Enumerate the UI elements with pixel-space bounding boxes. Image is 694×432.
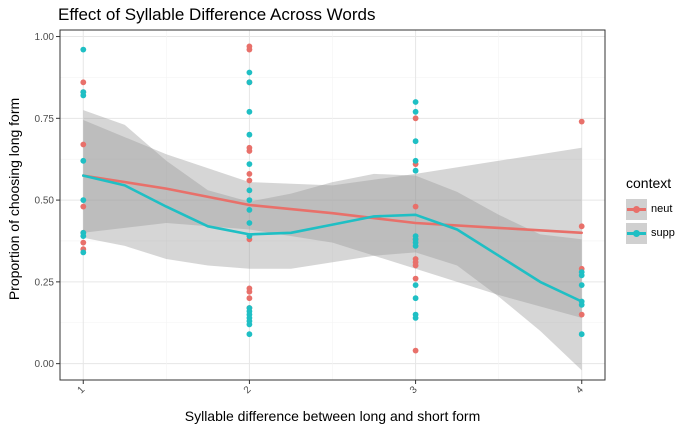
legend-label-supp: supp: [651, 227, 675, 239]
point-supp: [246, 131, 253, 138]
y-axis-label: Proportion of choosing long form: [6, 97, 22, 301]
confidence-band-supp: [83, 110, 582, 371]
legend-label-neut: neut: [651, 203, 673, 215]
confidence-bands: [83, 110, 582, 371]
smooth-line-neut: [82, 174, 583, 235]
y-tick-label: 0.25: [35, 277, 55, 288]
point-neut: [246, 177, 253, 184]
point-supp: [246, 331, 253, 338]
point-neut: [578, 311, 585, 318]
point-supp: [246, 321, 253, 328]
x-axis-label: Syllable difference between long and sho…: [184, 408, 481, 424]
point-supp: [578, 282, 585, 288]
point-neut: [578, 223, 585, 230]
y-tick-label: 0.00: [35, 359, 55, 370]
point-neut: [412, 203, 419, 210]
plot-border: [59, 29, 606, 381]
legend-key-supp: [626, 222, 647, 244]
y-tick-label: 1.00: [35, 32, 55, 43]
point-neut: [578, 118, 585, 125]
point-neut: [246, 46, 253, 53]
point-neut: [246, 288, 253, 295]
point-supp: [246, 187, 253, 194]
point-supp: [578, 272, 585, 279]
point-supp: [578, 301, 585, 308]
x-axis: 1 2 3 4: [76, 380, 586, 396]
point-supp: [246, 79, 253, 86]
point-supp: [246, 108, 253, 115]
point-supp: [412, 138, 419, 145]
x-tick-label: 3: [408, 384, 420, 396]
point-neut: [412, 275, 419, 282]
point-supp: [412, 167, 419, 174]
point-neut: [246, 171, 253, 177]
point-neut: [246, 295, 253, 302]
x-tick-label: 2: [242, 384, 254, 396]
point-supp: [412, 295, 419, 302]
smooth-lines: [82, 174, 583, 303]
point-neut: [80, 141, 87, 148]
legend: context neut supp: [626, 175, 675, 245]
point-neut: [80, 203, 87, 210]
point-supp: [246, 69, 253, 76]
y-tick-label: 0.50: [35, 196, 55, 207]
point-supp: [80, 92, 87, 99]
point-supp: [412, 108, 419, 115]
point-supp: [412, 315, 419, 321]
smooth-line-supp: [82, 174, 583, 303]
point-neut: [80, 239, 87, 246]
point-neut: [80, 79, 87, 86]
data-points: [80, 43, 585, 354]
point-supp: [412, 243, 419, 249]
point-supp: [412, 157, 419, 164]
point-supp: [412, 99, 419, 105]
y-axis: 0.00 0.25 0.50 0.75 1.00: [35, 32, 60, 370]
chart-title: Effect of Syllable Difference Across Wor…: [58, 5, 376, 24]
point-supp: [80, 197, 87, 204]
point-supp: [246, 161, 253, 168]
point-neut: [412, 262, 419, 269]
point-supp: [246, 220, 253, 226]
point-supp: [80, 46, 87, 53]
point-supp: [80, 249, 87, 256]
legend-key-neut: [626, 198, 647, 220]
point-supp: [80, 157, 87, 164]
point-neut: [412, 115, 419, 122]
legend-title: context: [626, 175, 672, 191]
point-supp: [246, 233, 253, 240]
y-tick-label: 0.75: [35, 114, 55, 125]
legend-item-neut: neut: [626, 197, 675, 221]
point-supp: [246, 207, 253, 213]
legend-item-supp: supp: [626, 221, 675, 245]
point-supp: [80, 233, 87, 240]
x-tick-label: 1: [76, 384, 88, 396]
point-neut: [246, 148, 253, 154]
point-supp: [246, 197, 253, 204]
confidence-band-neut: [83, 120, 582, 318]
point-supp: [412, 282, 419, 288]
point-supp: [578, 331, 585, 338]
x-tick-label: 4: [574, 384, 586, 396]
point-neut: [412, 347, 419, 354]
